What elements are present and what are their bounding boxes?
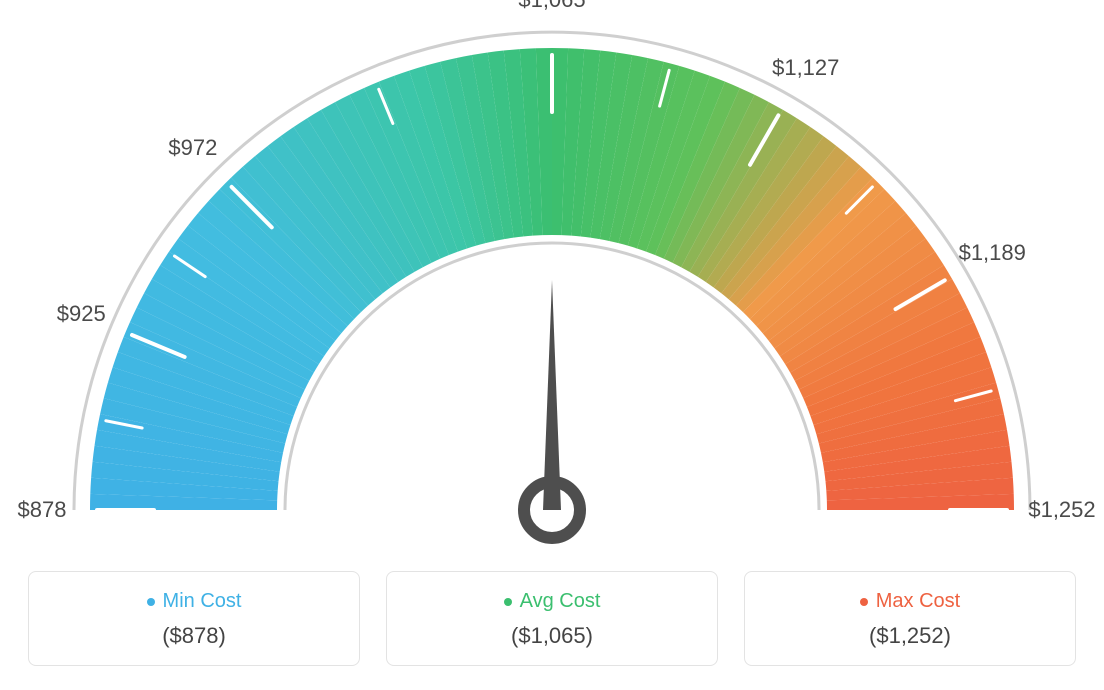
legend-title-avg-text: Avg Cost <box>520 590 601 613</box>
gauge-tick-label: $925 <box>57 301 106 327</box>
legend-value-max: ($1,252) <box>755 623 1065 649</box>
legend-title-min-text: Min Cost <box>163 590 242 613</box>
legend-row: Min Cost ($878) Avg Cost ($1,065) Max Co… <box>28 571 1076 666</box>
legend-title-avg: Avg Cost <box>504 590 601 613</box>
gauge-tick-label: $1,065 <box>518 0 585 13</box>
legend-dot-min <box>147 598 155 606</box>
gauge-svg <box>0 0 1104 560</box>
gauge-tick-label: $1,127 <box>772 55 839 81</box>
gauge-tick-label: $1,252 <box>1028 497 1095 523</box>
cost-gauge: $878 $925 $972 $1,065 $1,127 $1,189 $1,252 <box>0 0 1104 560</box>
legend-value-min: ($878) <box>39 623 349 649</box>
gauge-tick-label: $1,189 <box>959 240 1026 266</box>
legend-title-min: Min Cost <box>147 590 242 613</box>
legend-card-avg: Avg Cost ($1,065) <box>386 571 718 666</box>
legend-dot-avg <box>504 598 512 606</box>
gauge-tick-label: $972 <box>168 135 217 161</box>
gauge-tick-label: $878 <box>18 497 67 523</box>
legend-value-avg: ($1,065) <box>397 623 707 649</box>
legend-dot-max <box>860 598 868 606</box>
legend-title-max-text: Max Cost <box>876 590 960 613</box>
legend-card-min: Min Cost ($878) <box>28 571 360 666</box>
legend-title-max: Max Cost <box>860 590 960 613</box>
legend-card-max: Max Cost ($1,252) <box>744 571 1076 666</box>
